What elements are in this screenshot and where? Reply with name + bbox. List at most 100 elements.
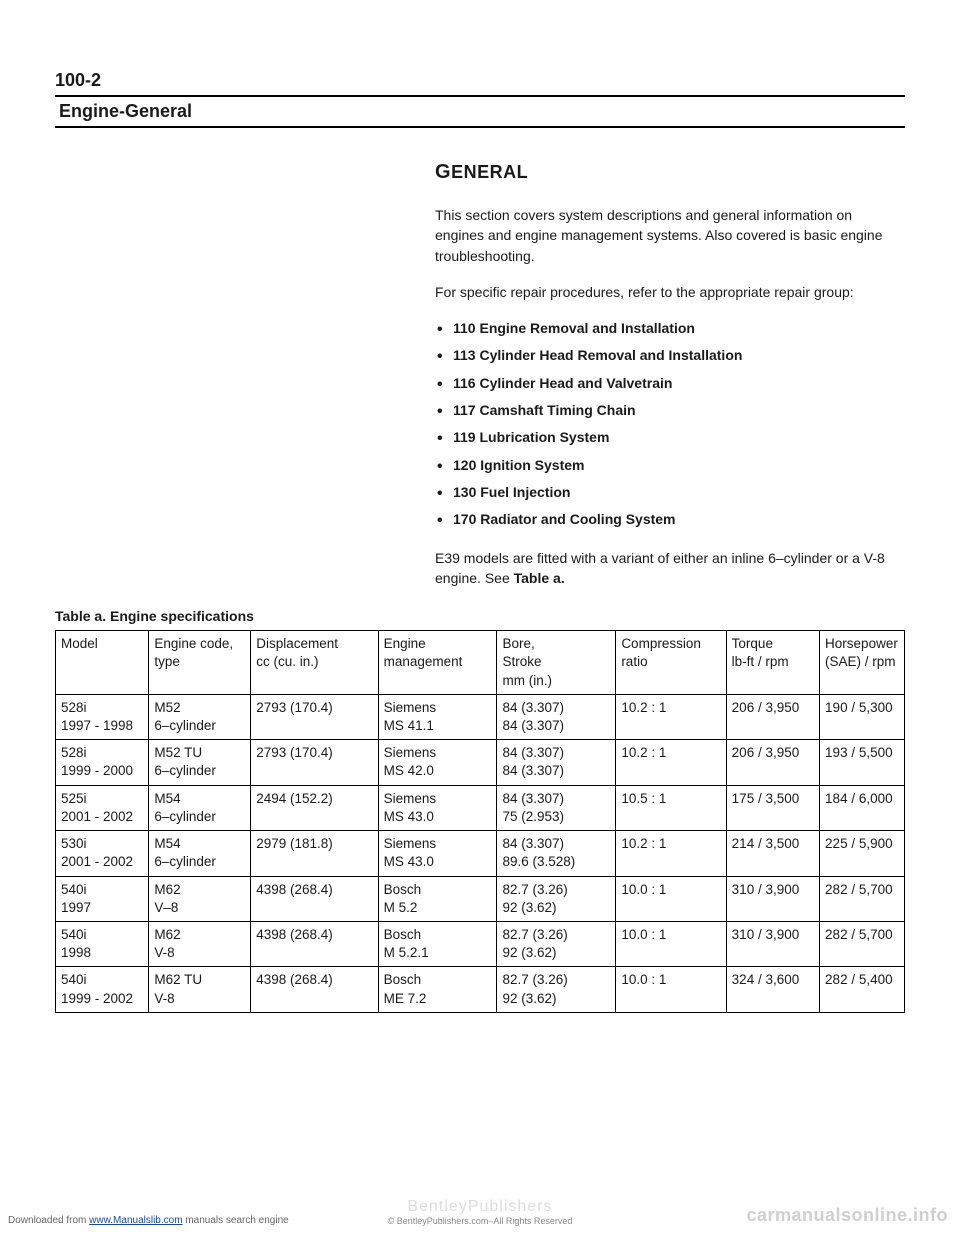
general-para-1: This section covers system descriptions … (435, 205, 885, 266)
td-mgmt: SiemensMS 43.0 (378, 785, 497, 830)
table-row: 540i1999 - 2002 M62 TUV-8 4398 (268.4) B… (56, 967, 905, 1012)
list-item: 117 Camshaft Timing Chain (435, 400, 885, 420)
td-disp: 2793 (170.4) (251, 694, 378, 739)
engine-spec-table: Model Engine code,type Displacementcc (c… (55, 630, 905, 1013)
td-torque: 310 / 3,900 (726, 922, 819, 967)
td-hp: 225 / 5,900 (820, 831, 905, 876)
td-disp: 2793 (170.4) (251, 740, 378, 785)
td-model: 528i1999 - 2000 (56, 740, 149, 785)
td-mgmt: BoschM 5.2 (378, 876, 497, 921)
td-model: 540i1998 (56, 922, 149, 967)
td-bore: 84 (3.307)84 (3.307) (497, 740, 616, 785)
td-bore: 84 (3.307)84 (3.307) (497, 694, 616, 739)
th-torque: Torquelb-ft / rpm (726, 631, 819, 695)
td-comp: 10.0 : 1 (616, 876, 726, 921)
td-model: 540i1999 - 2002 (56, 967, 149, 1012)
list-item: 110 Engine Removal and Installation (435, 318, 885, 338)
td-engine: M546–cylinder (149, 831, 251, 876)
footer-rights: © BentleyPublishers.com–All Rights Reser… (388, 1216, 573, 1226)
th-engine: Engine code,type (149, 631, 251, 695)
repair-group-list: 110 Engine Removal and Installation 113 … (435, 318, 885, 529)
footer-pub-text: BentleyPublishers (407, 1198, 552, 1215)
td-engine: M526–cylinder (149, 694, 251, 739)
td-mgmt: SiemensMS 41.1 (378, 694, 497, 739)
table-row: 528i1997 - 1998 M526–cylinder 2793 (170.… (56, 694, 905, 739)
td-comp: 10.0 : 1 (616, 922, 726, 967)
th-displacement: Displacementcc (cu. in.) (251, 631, 378, 695)
th-model: Model (56, 631, 149, 695)
td-engine: M62V-8 (149, 922, 251, 967)
td-disp: 4398 (268.4) (251, 967, 378, 1012)
td-disp: 4398 (268.4) (251, 922, 378, 967)
td-mgmt: SiemensMS 42.0 (378, 740, 497, 785)
td-comp: 10.2 : 1 (616, 694, 726, 739)
general-content: GENERAL This section covers system descr… (435, 158, 885, 588)
th-bore: Bore,Strokemm (in.) (497, 631, 616, 695)
td-model: 525i2001 - 2002 (56, 785, 149, 830)
td-bore: 82.7 (3.26)92 (3.62) (497, 876, 616, 921)
list-item: 119 Lubrication System (435, 427, 885, 447)
table-caption: Table a. Engine specifications (55, 608, 905, 624)
td-bore: 84 (3.307)75 (2.953) (497, 785, 616, 830)
table-row: 525i2001 - 2002 M546–cylinder 2494 (152.… (56, 785, 905, 830)
footer-left-link[interactable]: www.Manualslib.com (89, 1215, 182, 1226)
td-engine: M62 TUV-8 (149, 967, 251, 1012)
td-torque: 310 / 3,900 (726, 876, 819, 921)
general-heading: GENERAL (435, 158, 885, 187)
td-torque: 206 / 3,950 (726, 740, 819, 785)
td-mgmt: SiemensMS 43.0 (378, 831, 497, 876)
td-mgmt: BoschME 7.2 (378, 967, 497, 1012)
page-number: 100-2 (55, 70, 905, 91)
td-model: 528i1997 - 1998 (56, 694, 149, 739)
table-row: 540i1997 M62V–8 4398 (268.4) BoschM 5.2 … (56, 876, 905, 921)
footer-center: BentleyPublishers © BentleyPublishers.co… (388, 1198, 573, 1226)
general-para-3: E39 models are fitted with a variant of … (435, 548, 885, 589)
td-hp: 282 / 5,700 (820, 876, 905, 921)
td-disp: 2494 (152.2) (251, 785, 378, 830)
td-hp: 282 / 5,400 (820, 967, 905, 1012)
td-comp: 10.2 : 1 (616, 831, 726, 876)
list-item: 130 Fuel Injection (435, 482, 885, 502)
table-row: 540i1998 M62V-8 4398 (268.4) BoschM 5.2.… (56, 922, 905, 967)
td-comp: 10.0 : 1 (616, 967, 726, 1012)
heading-rest: ENERAL (451, 162, 528, 182)
heading-big-letter: G (435, 161, 451, 183)
th-horsepower: Horsepower(SAE) / rpm (820, 631, 905, 695)
table-row: 530i2001 - 2002 M546–cylinder 2979 (181.… (56, 831, 905, 876)
list-item: 120 Ignition System (435, 455, 885, 475)
td-torque: 324 / 3,600 (726, 967, 819, 1012)
td-torque: 206 / 3,950 (726, 694, 819, 739)
section-header: Engine-General (55, 95, 905, 128)
td-comp: 10.5 : 1 (616, 785, 726, 830)
list-item: 170 Radiator and Cooling System (435, 509, 885, 529)
footer-right-watermark: carmanualsonline.info (746, 1205, 948, 1226)
td-disp: 4398 (268.4) (251, 876, 378, 921)
td-disp: 2979 (181.8) (251, 831, 378, 876)
td-hp: 190 / 5,300 (820, 694, 905, 739)
footer-left-prefix: Downloaded from (8, 1215, 89, 1226)
general-para-2: For specific repair procedures, refer to… (435, 282, 885, 302)
td-comp: 10.2 : 1 (616, 740, 726, 785)
footer-left: Downloaded from www.Manualslib.com manua… (8, 1215, 289, 1226)
td-hp: 184 / 6,000 (820, 785, 905, 830)
th-management: Enginemanagement (378, 631, 497, 695)
td-hp: 193 / 5,500 (820, 740, 905, 785)
td-engine: M546–cylinder (149, 785, 251, 830)
th-compression: Compressionratio (616, 631, 726, 695)
td-mgmt: BoschM 5.2.1 (378, 922, 497, 967)
td-torque: 175 / 3,500 (726, 785, 819, 830)
td-bore: 82.7 (3.26)92 (3.62) (497, 967, 616, 1012)
table-body: 528i1997 - 1998 M526–cylinder 2793 (170.… (56, 694, 905, 1012)
para3-text: E39 models are fitted with a variant of … (435, 550, 885, 586)
list-item: 113 Cylinder Head Removal and Installati… (435, 345, 885, 365)
td-torque: 214 / 3,500 (726, 831, 819, 876)
list-item: 116 Cylinder Head and Valvetrain (435, 373, 885, 393)
td-engine: M62V–8 (149, 876, 251, 921)
table-row: 528i1999 - 2000 M52 TU6–cylinder 2793 (1… (56, 740, 905, 785)
para3-table-ref: Table a. (514, 570, 565, 586)
footer-publisher: BentleyPublishers (388, 1198, 573, 1216)
td-bore: 82.7 (3.26)92 (3.62) (497, 922, 616, 967)
td-model: 540i1997 (56, 876, 149, 921)
td-engine: M52 TU6–cylinder (149, 740, 251, 785)
table-header-row: Model Engine code,type Displacementcc (c… (56, 631, 905, 695)
